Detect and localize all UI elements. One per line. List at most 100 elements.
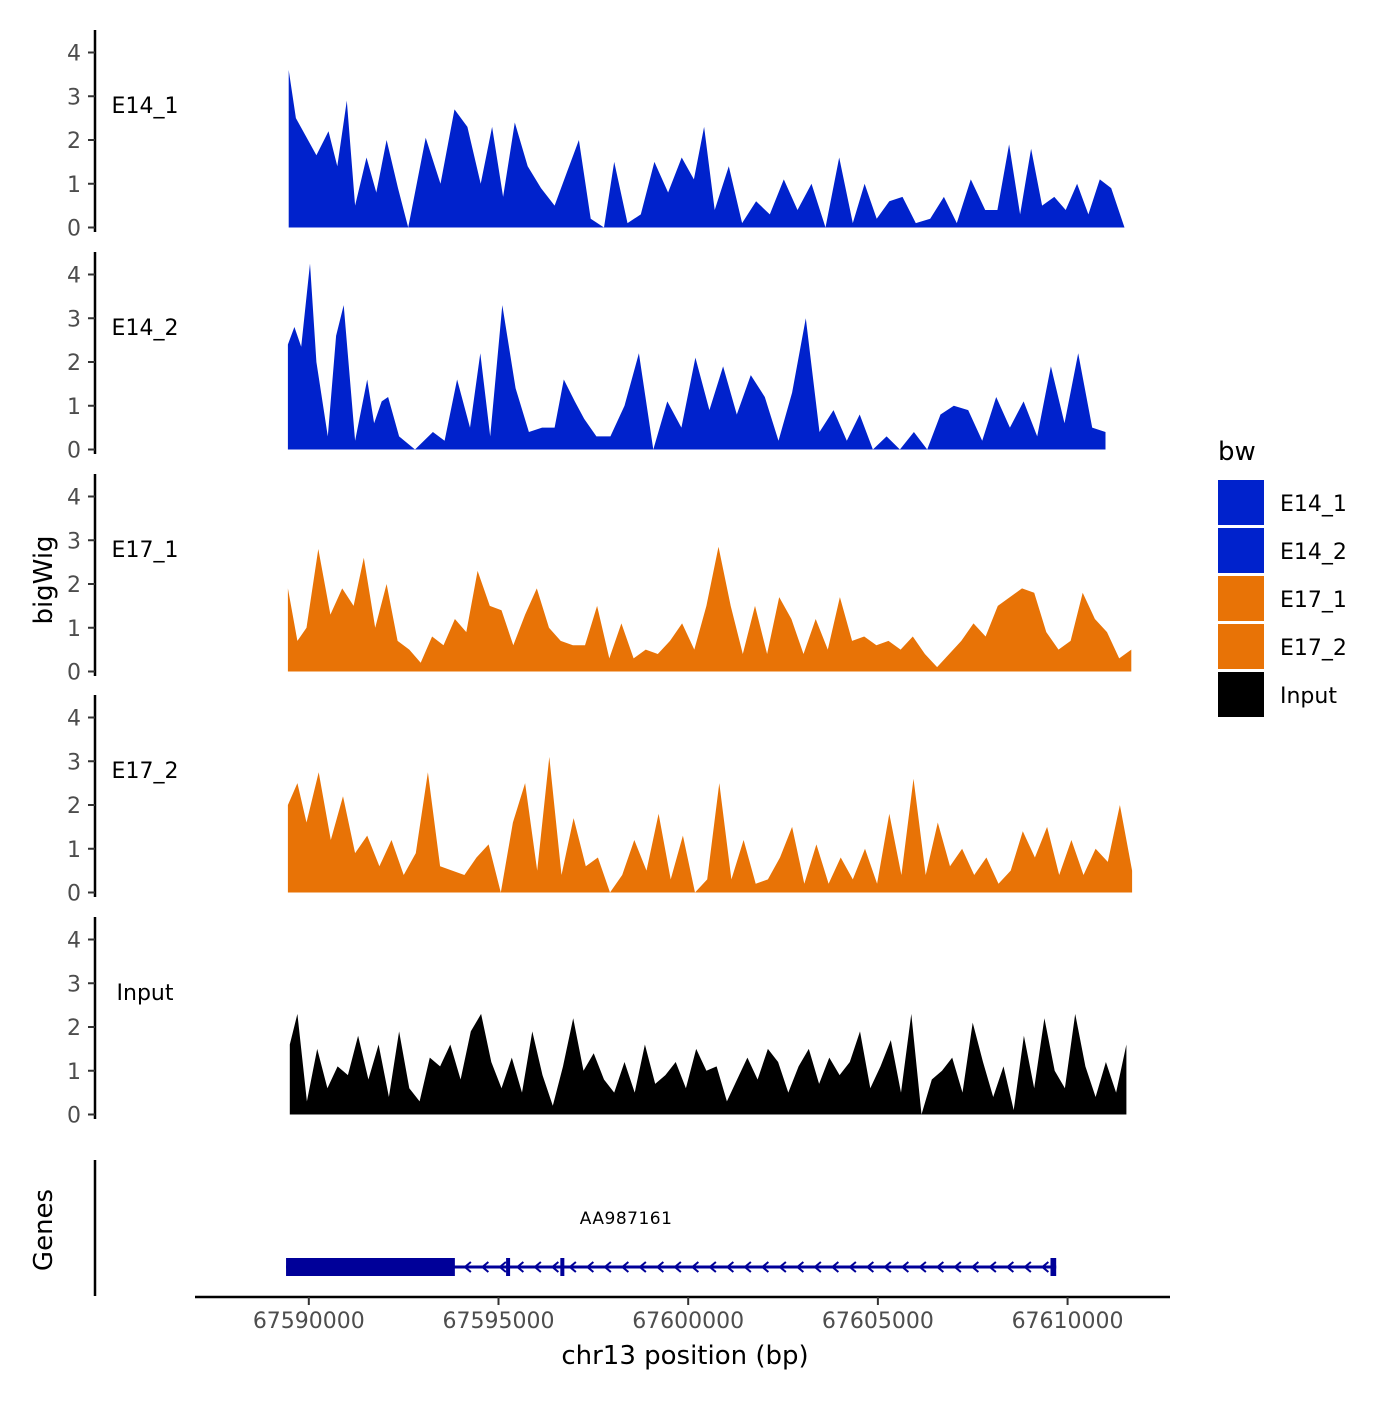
y-tick-label: 2: [67, 351, 81, 376]
strand-arrow: [778, 1261, 787, 1273]
strand-arrow: [585, 1261, 595, 1273]
strand-arrow: [463, 1261, 472, 1273]
strand-arrow: [690, 1261, 700, 1273]
y-tick-label: 3: [67, 307, 81, 332]
strand-arrow: [813, 1261, 822, 1273]
strand-arrow: [533, 1261, 542, 1273]
legend: bw E14_1 E14_2 E17_1 E17_2 Input: [1218, 437, 1347, 717]
track-label: E17_2: [112, 759, 179, 784]
strand-arrow: [1040, 1261, 1050, 1273]
y-tick-label: 3: [67, 972, 81, 997]
legend-item-e14-1: E14_1: [1218, 480, 1347, 525]
signal-area-e14-2: [287, 263, 1106, 450]
x-tick-label: 67600000: [632, 1309, 744, 1334]
strand-arrow: [865, 1261, 875, 1273]
track-e14-2: 0 1 2 3 4 E14_2: [67, 252, 1106, 464]
y-tick-label: 1: [67, 617, 81, 642]
legend-swatch: [1218, 624, 1264, 669]
track-label: E14_1: [112, 94, 179, 119]
track-e17-1: 0 1 2 3 4 E17_1: [67, 474, 1132, 686]
gene-track: AA987161: [93, 1160, 1057, 1296]
y-tick-label: 4: [67, 264, 81, 289]
strand-arrow: [480, 1261, 490, 1273]
strand-arrow: [900, 1261, 910, 1273]
legend-label: E17_1: [1280, 588, 1347, 613]
y-tick-label: 2: [67, 794, 81, 819]
x-axis-title: chr13 position (bp): [561, 1341, 808, 1371]
y-tick-label: 1: [67, 1060, 81, 1085]
y-tick-label: 4: [67, 929, 81, 954]
strand-arrow: [988, 1261, 997, 1273]
signal-area-e17-2: [287, 756, 1133, 893]
strand-arrow: [550, 1261, 560, 1273]
strand-arrow: [498, 1261, 507, 1273]
strand-arrow: [638, 1261, 647, 1273]
gene-name-label: AA987161: [580, 1209, 673, 1229]
legend-item-input: Input: [1218, 672, 1337, 717]
signal-area-e17-1: [287, 546, 1132, 672]
strand-arrow: [795, 1261, 805, 1273]
track-e14-1: 0 1 2 3 4 E14_1: [67, 30, 1125, 242]
y-tick-label: 4: [67, 42, 81, 67]
y-tick-label: 3: [67, 85, 81, 110]
track-input: 0 1 2 3 4 Input: [67, 917, 1127, 1129]
track-e17-2: 0 1 2 3 4 E17_2: [67, 695, 1133, 907]
y-axis-title: bigWig: [29, 535, 59, 624]
strand-arrow: [760, 1261, 770, 1273]
legend-label: E14_1: [1280, 492, 1347, 517]
y-tick-label: 1: [67, 838, 81, 863]
legend-label: E17_2: [1280, 636, 1347, 661]
strand-arrow: [830, 1261, 840, 1273]
legend-item-e14-2: E14_2: [1218, 528, 1347, 573]
legend-swatch: [1218, 576, 1264, 621]
legend-item-e17-2: E17_2: [1218, 624, 1347, 669]
y-tick-label: 1: [67, 395, 81, 420]
strand-arrow: [918, 1261, 927, 1273]
legend-title: bw: [1218, 437, 1256, 467]
strand-arrow: [655, 1261, 665, 1273]
strand-arrow: [1005, 1261, 1015, 1273]
legend-swatch: [1218, 528, 1264, 573]
gene-model: AA987161: [286, 1209, 1057, 1276]
y-tick-label: 2: [67, 573, 81, 598]
gene-exon: [506, 1258, 511, 1276]
strand-arrow: [603, 1261, 612, 1273]
y-tick-label: 0: [67, 439, 81, 464]
legend-label: E14_2: [1280, 540, 1347, 565]
x-tick-label: 67605000: [822, 1309, 934, 1334]
genes-axis-title: Genes: [29, 1189, 59, 1271]
signal-area-e14-1: [288, 70, 1125, 228]
signal-area-input: [289, 1013, 1127, 1115]
y-tick-label: 4: [67, 707, 81, 732]
legend-label: Input: [1280, 684, 1337, 709]
strand-arrow: [568, 1261, 577, 1273]
strand-arrow: [620, 1261, 630, 1273]
x-tick-label: 67595000: [443, 1309, 555, 1334]
strand-arrow: [953, 1261, 962, 1273]
strand-arrow: [515, 1261, 525, 1273]
gene-exon: [1050, 1258, 1057, 1276]
track-label: Input: [117, 981, 174, 1006]
y-tick-label: 4: [67, 486, 81, 511]
strand-arrow: [1023, 1261, 1032, 1273]
track-label: E17_1: [112, 538, 179, 563]
strand-arrow: [743, 1261, 752, 1273]
strand-arrow: [970, 1261, 980, 1273]
x-axis: 67590000 67595000 67600000 67605000 67610000: [195, 1295, 1170, 1334]
legend-swatch: [1218, 672, 1264, 717]
y-tick-label: 3: [67, 750, 81, 775]
strand-arrow: [725, 1261, 735, 1273]
strand-arrow: [848, 1261, 857, 1273]
gene-exon: [560, 1258, 565, 1276]
x-tick-label: 67610000: [1012, 1309, 1124, 1334]
y-tick-label: 2: [67, 1016, 81, 1041]
y-tick-label: 3: [67, 529, 81, 554]
strand-arrow: [673, 1261, 682, 1273]
y-tick-label: 2: [67, 129, 81, 154]
signal-tracks: 0 1 2 3 4 E14_1 0 1 2 3 4 E14_2 0 1 2 3 4 E17_1 0 1 2 3 4 E17_2…: [67, 30, 1133, 1129]
y-tick-label: 0: [67, 217, 81, 242]
x-tick-label: 67590000: [253, 1309, 365, 1334]
strand-arrow: [883, 1261, 892, 1273]
